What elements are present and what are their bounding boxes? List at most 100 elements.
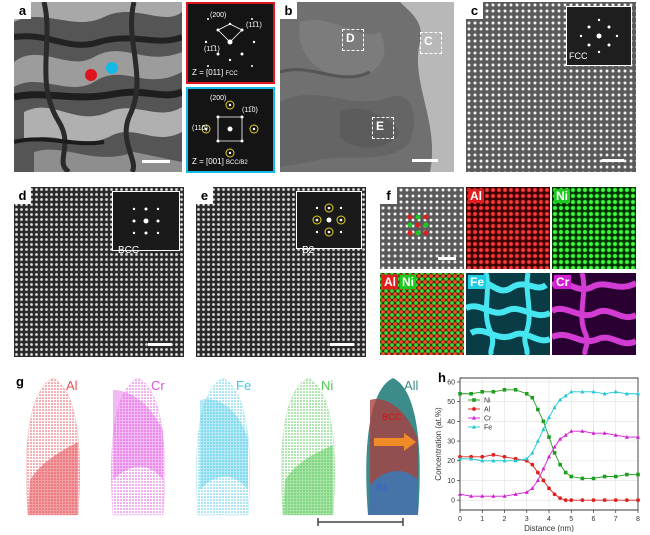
panel-label: e [196,187,213,204]
data-point-ni [513,388,518,392]
data-point-ni [558,462,562,467]
data-point-ni [602,474,607,479]
data-point-ni [536,407,540,412]
eds-map-ni: Ni [552,187,636,269]
spot-label-111: (11̅1) [204,46,220,53]
data-point-fe [491,458,496,463]
fft-pattern [132,207,160,235]
data-point-cr [591,430,596,435]
atomic-overlay [407,214,456,260]
apt-tip-cr [111,377,165,516]
data-point-al [636,498,640,503]
data-point-fe [547,415,551,420]
x-tick-label: 1 [480,516,484,523]
panel-label: d [14,187,31,204]
data-point-fe [602,391,607,396]
spot-label-1-10: (11̅0) [242,107,258,114]
y-tick-label: 10 [447,478,455,485]
data-point-ni [625,472,629,477]
data-point-fe [530,450,535,455]
data-point-cr [530,486,535,490]
y-tick-label: 50 [447,399,455,406]
data-point-fe [580,389,585,394]
data-point-al [624,498,629,503]
region-label-e: E [376,119,385,133]
tip-label-ni: Ni [321,378,334,393]
panel-label-g: g [16,374,24,389]
legend-label-cr: Cr [484,416,492,423]
legend-label-ni: Ni [484,398,491,405]
panel-a-image [14,2,182,172]
data-point-cr [469,494,474,498]
data-point-cr [535,478,540,483]
zone-phase: FCC [225,71,238,77]
x-tick-label: 4 [547,516,551,523]
data-point-al [613,498,618,503]
data-point-al [502,454,507,459]
spot-label-200: (200) [210,95,227,102]
x-tick-label: 0 [458,516,462,523]
panel-label: b [280,2,297,19]
red-marker-icon [85,69,97,81]
x-tick-label: 7 [614,516,618,523]
data-point-ni [580,476,585,481]
element-label-cr: Cr [554,275,572,289]
x-axis-label: Distance (nm) [524,524,574,532]
diffraction-pattern [201,100,259,158]
eds-map-fe: Fe [464,272,552,357]
data-point-cr [502,494,507,498]
data-point-ni [491,389,496,394]
data-point-al [552,492,557,497]
blue-marker-icon [106,62,118,74]
data-point-al [535,470,540,475]
phase-label-bcc: BCC [382,412,402,422]
x-tick-label: 6 [592,516,596,523]
element-label-fe: Fe [468,275,487,289]
data-point-cr [558,436,563,441]
panel-f-eds-maps: f Al Ni Al Ni Fe Cr [380,187,638,357]
data-point-ni [613,474,618,479]
apt-reconstructions [26,377,420,526]
eds-map-al-ni: Al Ni [380,273,464,355]
data-point-ni [547,435,551,439]
data-point-al [558,496,563,501]
data-point-cr [569,428,574,433]
data-point-ni [552,451,557,455]
data-point-cr [480,494,485,498]
legend-marker-fe [472,424,476,429]
data-point-fe [624,391,629,396]
x-tick-label: 3 [525,516,529,523]
y-tick-label: 20 [447,458,455,465]
data-point-ni [541,419,546,424]
data-point-cr [547,454,551,459]
y-axis-label: Concentration (at.%) [434,407,443,481]
scale-bar [412,159,438,162]
fft-inset: FCC [566,6,632,66]
data-point-fe [524,456,529,461]
panel-a-fcc-diffraction: (200) (11̅1) (11̅1) Z = [011] FCC [186,2,275,84]
data-point-al [602,498,607,503]
panel-label: a [14,2,31,19]
zone-axis-value: Z = [011] [192,68,224,77]
region-box-d [342,29,364,51]
data-point-fe [535,438,540,443]
panel-b-image [280,2,454,172]
data-point-al [530,462,535,467]
x-tick-label: 5 [569,516,573,523]
inset-label: B2 [302,245,315,256]
data-point-fe [541,427,546,431]
data-point-cr [624,434,629,439]
data-point-ni [524,391,529,396]
y-tick-label: 60 [447,379,455,386]
spot-label-110: (110) [192,125,208,132]
y-tick-label: 0 [451,498,455,505]
panel-a-micrograph: a [14,2,182,172]
data-point-cr [513,492,518,496]
data-point-al [480,454,485,459]
data-point-fe [513,458,518,463]
data-point-fe [552,405,557,410]
concentration-profile-chart: 0 1 2 3 4 5 6 7 8 0 10 20 30 40 50 60 Distance (nm) Conce… [434,377,640,532]
zone-axis-value: Z = [001] [192,157,224,166]
element-label-ni: Ni [400,275,416,289]
element-label-ni: Ni [554,189,570,203]
